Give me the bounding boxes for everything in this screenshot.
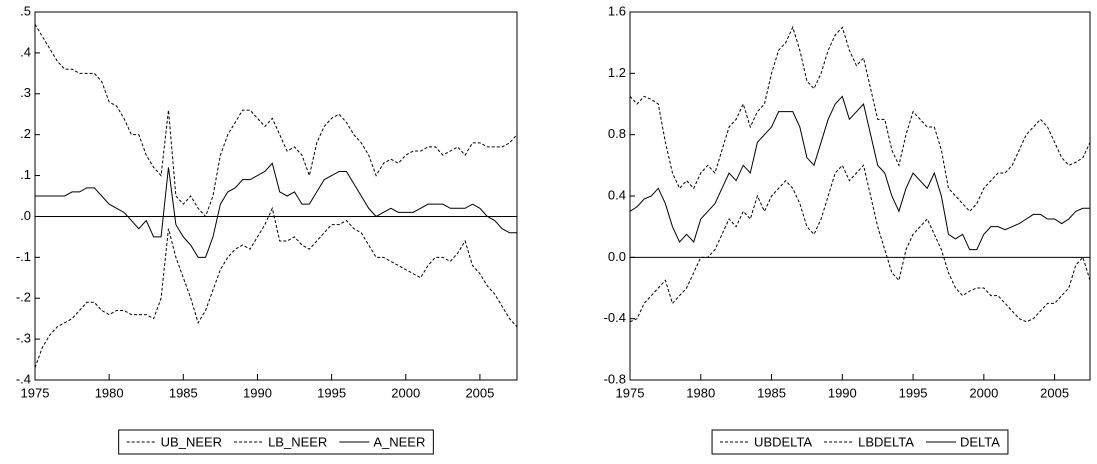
x-tick-label: 1990 (243, 385, 272, 400)
x-tick-label: 2005 (1040, 385, 1069, 400)
legend-label: UBDELTA (754, 434, 812, 449)
y-tick-label: .5 (20, 3, 31, 18)
legend-label: LB_NEER (268, 434, 327, 449)
x-tick-label: 1990 (828, 385, 857, 400)
legend-frame (711, 429, 1009, 455)
legend: UB_NEER LB_NEER A_NEER (126, 434, 425, 449)
y-tick-label: -0.4 (604, 310, 626, 325)
y-tick-label: 0.4 (608, 187, 626, 202)
legend-frame (118, 429, 434, 455)
y-tick-label: .1 (20, 167, 31, 182)
x-tick-label: 1975 (21, 385, 50, 400)
series-line (629, 95, 1090, 251)
y-tick-label: .0 (20, 208, 31, 223)
x-tick-label: 1995 (317, 385, 346, 400)
series-line (629, 164, 1091, 323)
x-tick-label: 2005 (465, 385, 494, 400)
legend-label: LBDELTA (858, 434, 914, 449)
series-line (34, 206, 518, 368)
x-tick-label: 2000 (391, 385, 420, 400)
series-line (629, 25, 1091, 213)
legend-label: A_NEER (373, 434, 425, 449)
y-tick-label: 1.6 (608, 3, 626, 18)
y-tick-label: .3 (20, 85, 31, 100)
x-tick-label: 1975 (616, 385, 645, 400)
y-tick-label: 1.2 (608, 65, 626, 80)
x-tick-label: 1980 (95, 385, 124, 400)
y-tick-label: -.3 (16, 331, 31, 346)
plot-frame (629, 11, 1091, 381)
x-tick-label: 2000 (969, 385, 998, 400)
plot-frame (34, 11, 518, 381)
x-tick-label: 1995 (899, 385, 928, 400)
y-tick-label: -0.8 (604, 371, 626, 386)
y-tick-label: -.4 (16, 371, 31, 386)
x-tick-label: 1985 (757, 385, 786, 400)
x-tick-label: 1985 (169, 385, 198, 400)
y-tick-label: -.1 (16, 249, 31, 264)
series-line (34, 24, 518, 218)
legend-label: UB_NEER (161, 434, 222, 449)
y-tick-label: .2 (20, 126, 31, 141)
y-tick-label: -.2 (16, 290, 31, 305)
series-line (35, 162, 517, 258)
y-tick-label: .4 (20, 44, 31, 59)
legend: UBDELTA LBDELTA DELTA (720, 434, 1000, 449)
x-tick-label: 1980 (686, 385, 715, 400)
y-tick-label: 0.0 (608, 249, 626, 264)
legend-label: DELTA (960, 434, 1000, 449)
y-tick-label: 0.8 (608, 126, 626, 141)
